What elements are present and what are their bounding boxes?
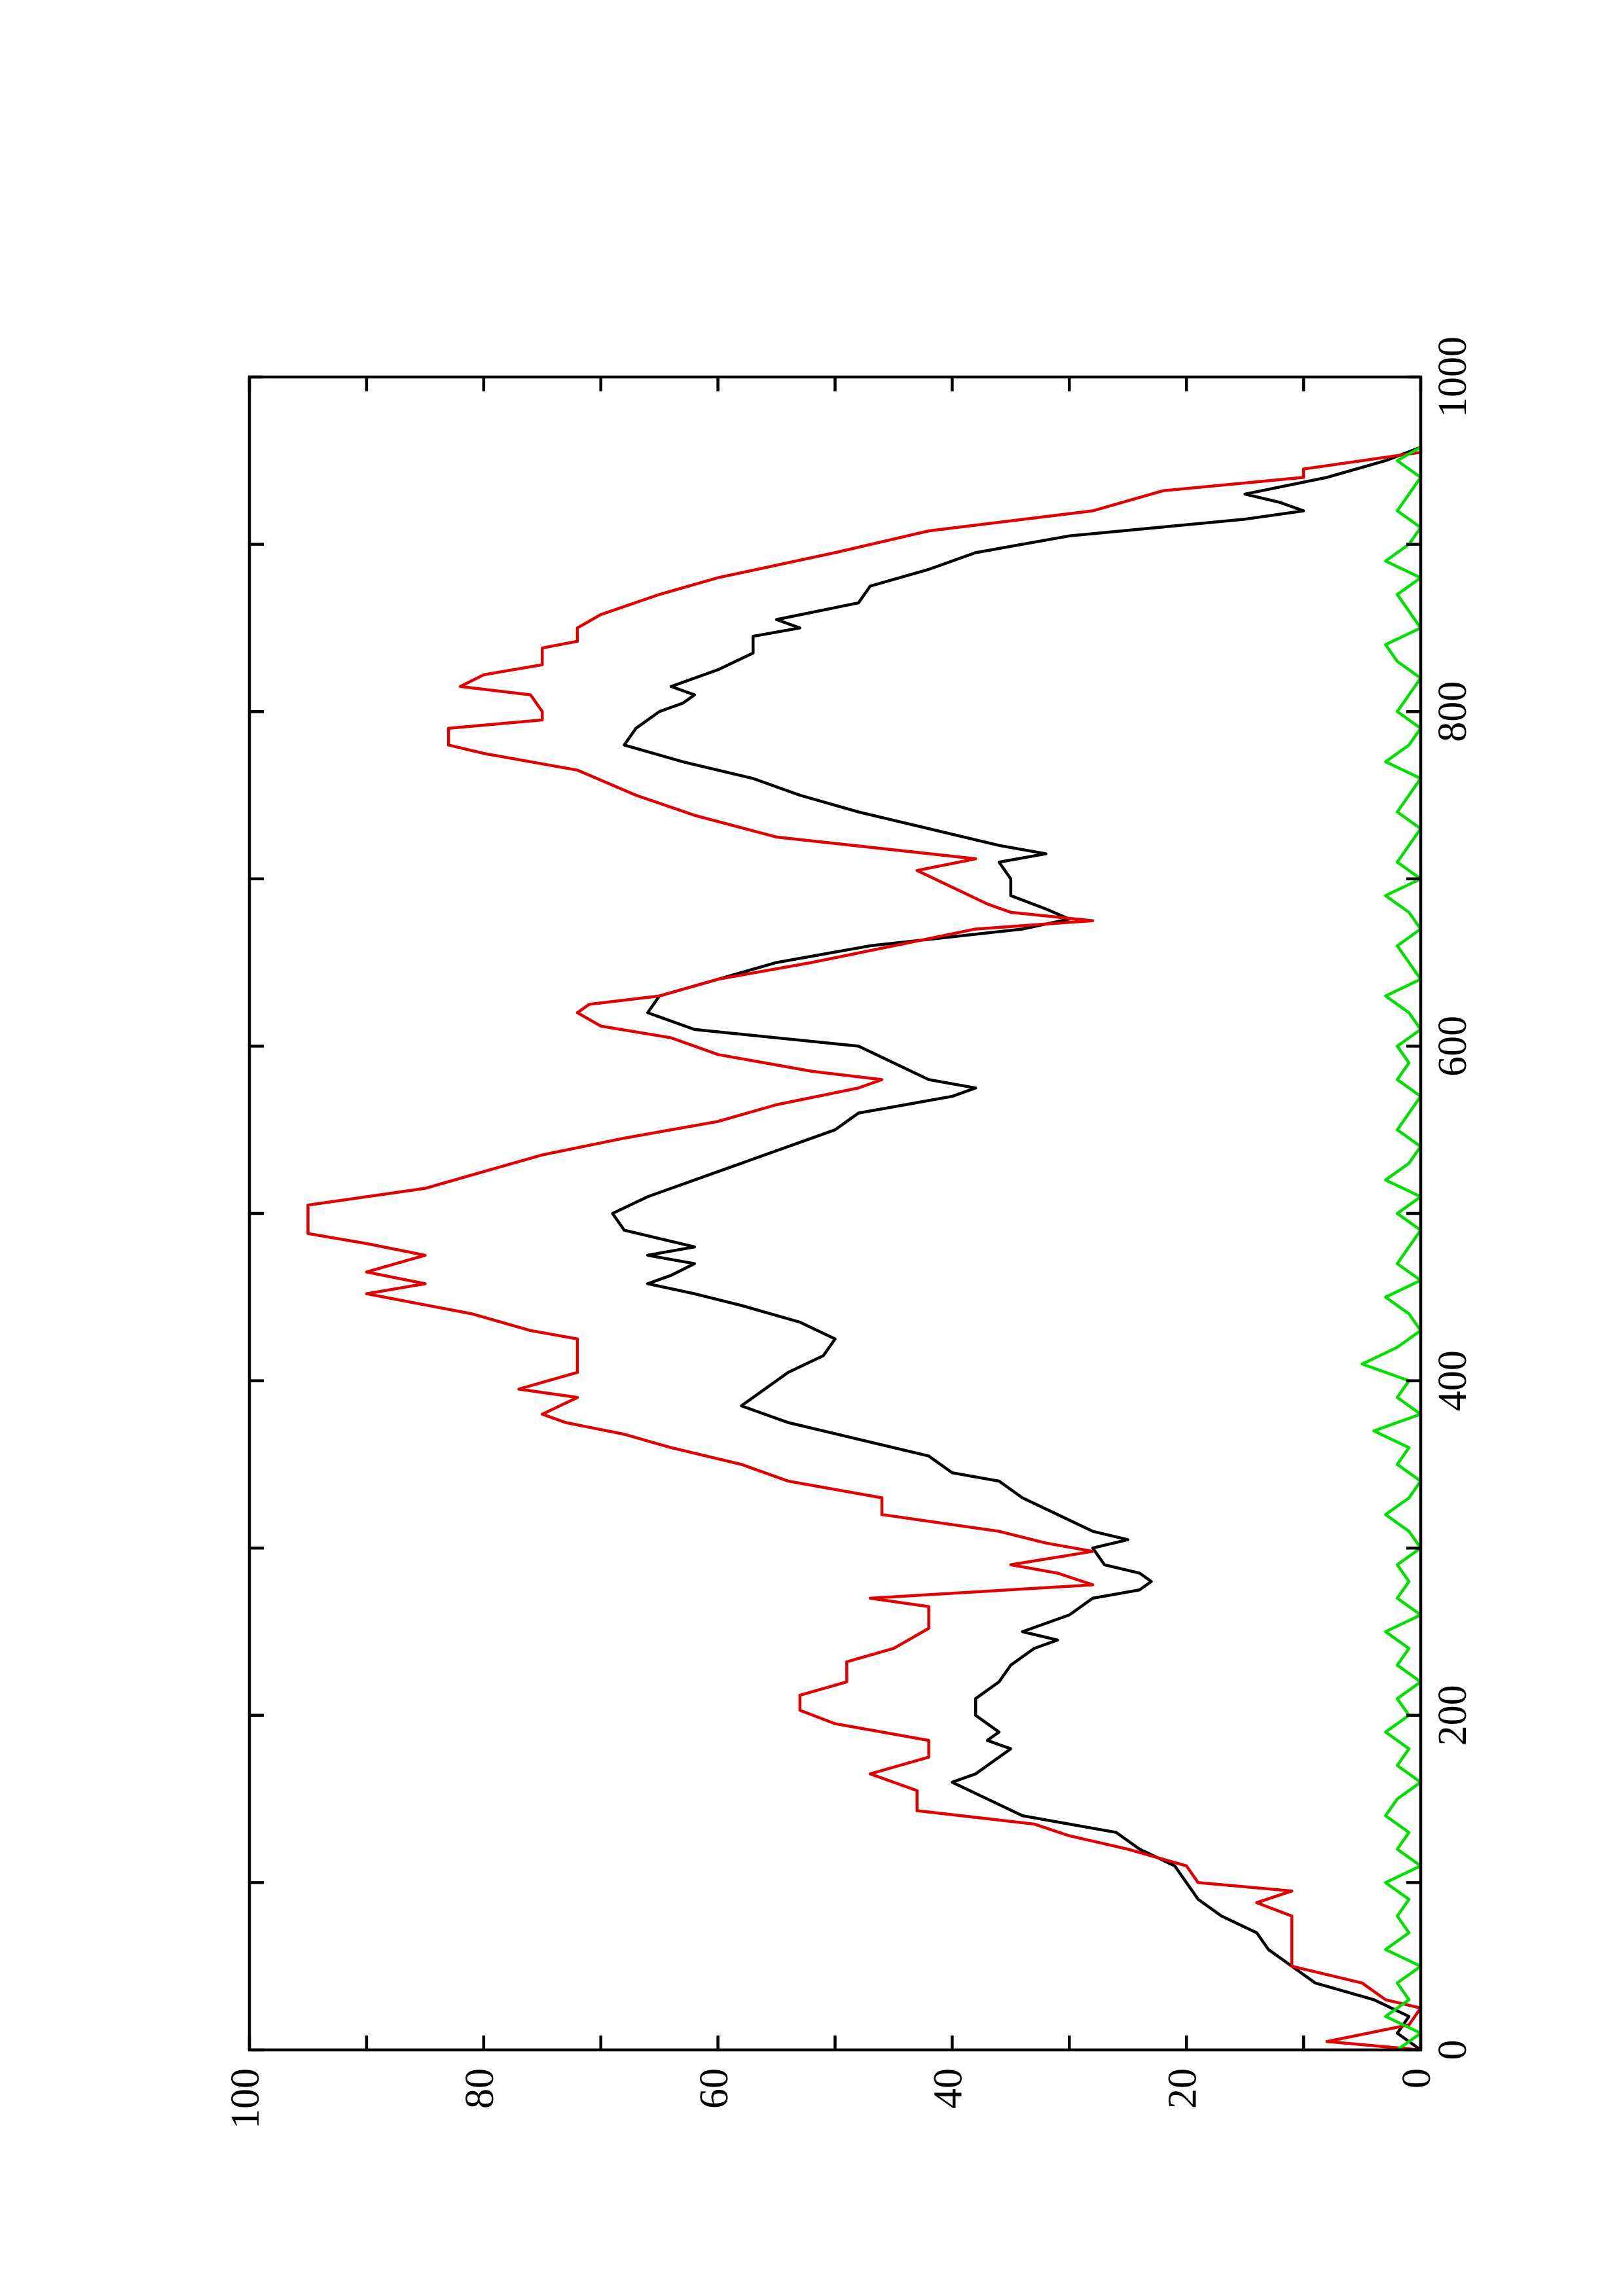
data-line <box>1360 446 1423 2051</box>
rotated-plot: 0 200 400 600 800 1000 0 20 40 60 80 100 <box>223 336 1475 2129</box>
plot-frame <box>247 375 1423 2052</box>
y-tick-label: 100 <box>223 2068 268 2129</box>
x-tick-label: 0 <box>1431 2040 1475 2060</box>
x-tick-label: 600 <box>1431 1016 1475 1077</box>
y-tick-label: 0 <box>1395 2068 1439 2089</box>
x-tick-label: 400 <box>1431 1350 1475 1411</box>
y-tick-label: 40 <box>926 2068 971 2109</box>
y-tick-label: 60 <box>692 2068 737 2109</box>
x-tick-label: 1000 <box>1431 336 1475 418</box>
x-tick-label: 800 <box>1431 681 1475 742</box>
x-tick-label: 200 <box>1431 1685 1475 1746</box>
y-tick-label: 80 <box>458 2068 502 2109</box>
data-line <box>306 447 1423 2052</box>
data-line <box>611 446 1422 2051</box>
y-tick-label: 20 <box>1160 2068 1205 2109</box>
